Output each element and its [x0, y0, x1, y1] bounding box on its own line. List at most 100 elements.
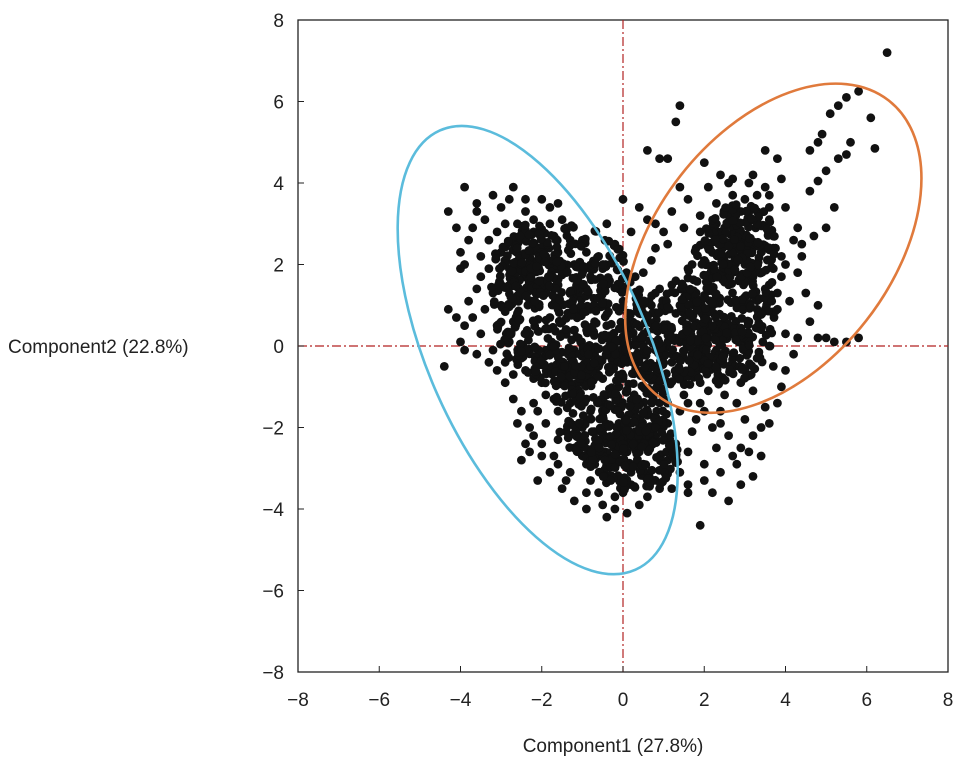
data-point: [508, 182, 518, 192]
data-point: [525, 423, 534, 432]
data-point: [456, 337, 465, 347]
data-point: [658, 435, 668, 445]
data-point: [560, 381, 569, 391]
data-point: [716, 467, 725, 477]
data-point: [686, 367, 695, 377]
data-point: [555, 427, 565, 437]
data-point: [568, 273, 578, 283]
data-point: [683, 488, 693, 498]
data-point: [663, 154, 673, 164]
data-point: [692, 277, 702, 286]
data-point: [764, 243, 774, 253]
data-point: [781, 260, 790, 269]
data-point: [730, 235, 739, 245]
data-point: [728, 190, 738, 200]
data-point: [773, 398, 782, 408]
data-point: [621, 415, 631, 425]
data-point: [557, 215, 567, 225]
data-point: [544, 272, 554, 282]
data-point: [842, 150, 851, 159]
data-point: [655, 154, 664, 164]
data-point: [643, 474, 653, 484]
data-point: [720, 390, 729, 400]
data-point: [527, 239, 537, 248]
data-point: [577, 270, 587, 279]
data-point: [500, 219, 510, 229]
data-point: [710, 214, 720, 223]
data-point: [580, 431, 590, 440]
data-point: [569, 388, 579, 398]
data-point: [760, 146, 770, 155]
data-point: [609, 328, 619, 338]
data-point: [654, 308, 664, 318]
data-point: [536, 234, 546, 244]
data-point: [639, 296, 649, 306]
data-point: [762, 224, 772, 234]
data-point: [854, 86, 863, 96]
data-point: [504, 194, 514, 204]
data-point: [638, 268, 648, 277]
data-point: [628, 462, 638, 472]
data-point: [768, 362, 778, 371]
data-point: [748, 431, 758, 440]
orange-ellipse: [623, 82, 923, 415]
data-point: [748, 170, 758, 180]
data-point: [640, 362, 650, 372]
data-point: [677, 295, 687, 304]
data-point: [760, 402, 770, 412]
data-point: [606, 401, 615, 410]
data-point: [675, 364, 684, 374]
data-point: [846, 137, 855, 147]
data-point: [524, 230, 534, 240]
data-point: [567, 221, 576, 231]
data-point: [635, 285, 644, 295]
data-point: [679, 223, 689, 233]
x-axis: −8 −6 −4 −2 0 2 4 6 8: [287, 666, 953, 711]
data-point: [728, 288, 737, 298]
data-point: [541, 390, 551, 400]
data-point: [821, 223, 831, 233]
data-point: [737, 314, 747, 323]
data-point: [637, 442, 647, 452]
data-point: [675, 356, 685, 366]
data-point: [553, 435, 563, 445]
data-point: [679, 390, 689, 400]
data-point: [825, 109, 835, 119]
data-point: [484, 235, 494, 245]
data-point: [555, 295, 564, 304]
data-point: [492, 227, 502, 237]
data-point: [643, 146, 652, 155]
data-point: [622, 385, 632, 395]
data-point: [571, 361, 580, 371]
data-point: [702, 345, 711, 355]
data-point: [829, 337, 839, 347]
data-point: [697, 259, 707, 269]
data-point: [718, 234, 727, 244]
data-point: [700, 236, 710, 246]
data-point: [468, 313, 478, 322]
data-point: [797, 252, 807, 261]
data-point: [600, 330, 610, 340]
data-point: [634, 203, 644, 212]
data-point: [583, 287, 593, 296]
data-point: [717, 340, 727, 350]
data-point: [695, 520, 705, 530]
data-point: [667, 377, 677, 386]
data-point: [541, 315, 551, 325]
data-point: [651, 423, 661, 432]
data-point: [570, 325, 579, 335]
data-point: [545, 350, 555, 360]
data-point: [651, 243, 660, 253]
data-point: [701, 333, 711, 343]
data-point: [703, 386, 713, 396]
data-point: [619, 444, 628, 453]
x-tick-label: 0: [618, 690, 629, 711]
data-point: [711, 289, 721, 299]
data-point: [604, 422, 614, 431]
data-point: [866, 113, 876, 123]
data-point: [648, 438, 658, 448]
data-point: [496, 339, 505, 349]
data-point: [613, 244, 623, 254]
data-point: [675, 101, 685, 110]
data-point: [554, 308, 564, 317]
